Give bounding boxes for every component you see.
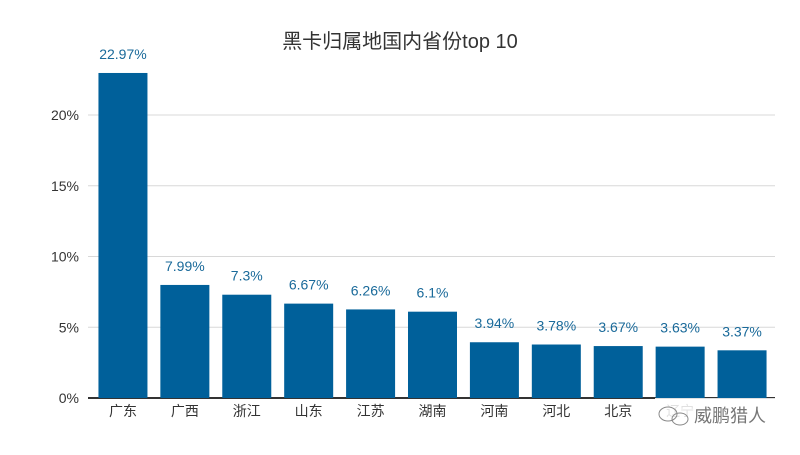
bar xyxy=(408,311,457,398)
bar xyxy=(655,346,705,398)
data-label: 6.26% xyxy=(351,282,391,298)
wechat-logo-icon xyxy=(658,406,689,426)
x-tick-label: 河北 xyxy=(542,403,570,419)
watermark-text: 威鹏猎人 xyxy=(694,406,766,426)
bar xyxy=(222,294,272,398)
bar xyxy=(469,342,519,398)
x-tick-label: 湖南 xyxy=(419,403,447,419)
y-tick-label: 10% xyxy=(51,249,79,265)
y-tick-label: 15% xyxy=(51,178,79,194)
watermark: 威鹏猎人 xyxy=(655,398,775,434)
bar xyxy=(346,309,396,398)
data-label: 3.63% xyxy=(660,320,700,336)
data-label: 3.94% xyxy=(475,315,515,331)
x-tick-label: 北京 xyxy=(604,403,632,419)
x-tick-label: 山东 xyxy=(295,403,323,419)
chart-title: 黑卡归属地国内省份top 10 xyxy=(282,30,518,53)
x-tick-label: 河南 xyxy=(480,403,508,419)
bar xyxy=(284,303,334,398)
data-label: 3.37% xyxy=(722,323,762,339)
data-label: 7.99% xyxy=(165,258,205,274)
x-tick-label: 江苏 xyxy=(357,403,385,419)
bar xyxy=(717,350,767,398)
x-tick-label: 浙江 xyxy=(233,403,261,419)
y-tick-label: 0% xyxy=(59,390,79,406)
bar xyxy=(593,346,643,398)
data-label: 7.3% xyxy=(231,268,263,284)
data-label: 22.97% xyxy=(99,46,146,62)
y-tick-label: 20% xyxy=(51,107,79,123)
data-label: 6.67% xyxy=(289,277,329,293)
bar xyxy=(98,72,148,399)
bar xyxy=(531,344,581,398)
data-label: 3.78% xyxy=(536,318,576,334)
x-tick-label: 广西 xyxy=(171,403,199,419)
bar xyxy=(160,284,210,398)
y-tick-label: 5% xyxy=(59,319,79,335)
data-label: 3.67% xyxy=(598,319,638,335)
x-tick-label: 广东 xyxy=(109,403,137,419)
data-label: 6.1% xyxy=(417,285,449,301)
